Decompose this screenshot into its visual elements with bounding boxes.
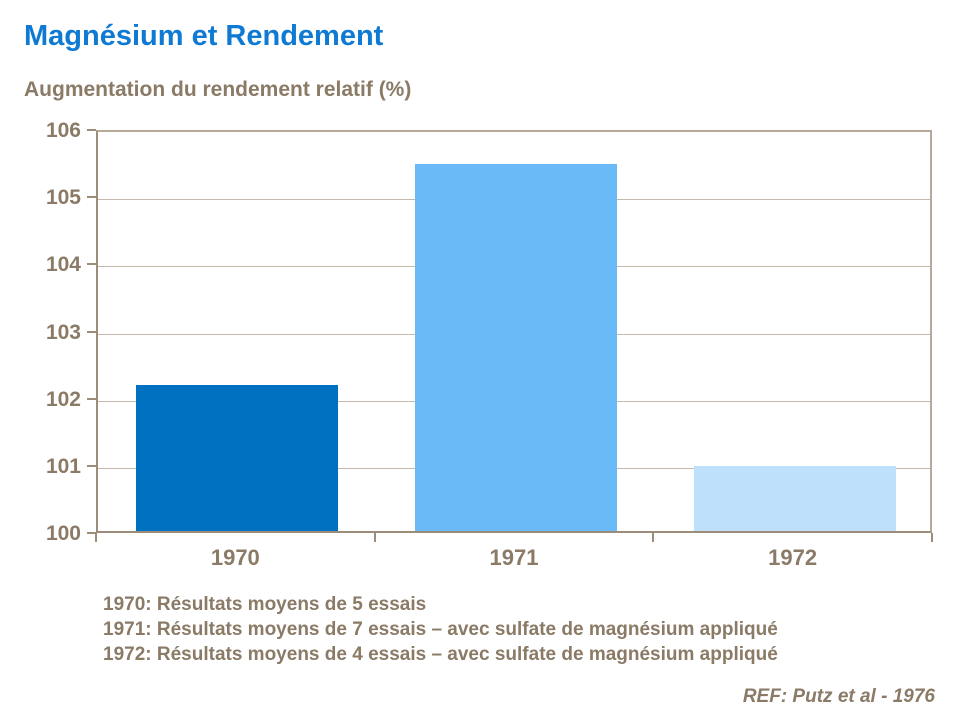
y-tick-label-101: 101	[45, 454, 81, 478]
y-tick-label-105: 105	[45, 186, 81, 210]
y-tick-mark-101	[87, 464, 96, 467]
y-tick-mark-104	[87, 263, 96, 266]
y-tick-label-102: 102	[45, 387, 81, 411]
y-tick-label-100: 100	[45, 522, 81, 545]
y-tick-mark-103	[87, 330, 96, 333]
x-tick-mark-2	[652, 533, 655, 542]
footnote-1970: 1970: Résultats moyens de 5 essais	[103, 594, 427, 615]
y-tick-mark-102	[87, 397, 96, 400]
y-tick-mark-106	[87, 129, 96, 131]
x-axis-label-1971: 1971	[489, 545, 539, 570]
footnote-1972: 1972: Résultats moyens de 4 essais – ave…	[103, 644, 778, 665]
bar-1971	[415, 163, 617, 531]
x-tick-mark-3	[931, 533, 933, 542]
y-tick-mark-100	[87, 532, 96, 534]
plot-area	[96, 130, 932, 533]
footnote-1971: 1971: Résultats moyens de 7 essais – ave…	[103, 619, 778, 640]
bar-1972	[693, 465, 896, 531]
x-axis-label-1972: 1972	[768, 545, 818, 570]
x-tick-mark-1	[373, 533, 376, 542]
x-tick-mark-0	[95, 533, 97, 542]
reference-text: REF: Putz et al - 1976	[742, 686, 935, 707]
y-tick-mark-105	[87, 196, 96, 199]
x-axis-label-1970: 1970	[210, 545, 260, 570]
chart-subtitle: Augmentation du rendement relatif (%)	[24, 78, 412, 101]
y-tick-label-104: 104	[45, 253, 81, 277]
footnotes: 1970: Résultats moyens de 5 essais 1971:…	[103, 592, 778, 667]
y-tick-label-106: 106	[45, 119, 81, 142]
bar-1970	[136, 385, 339, 531]
page-title: Magnésium et Rendement	[24, 20, 384, 52]
y-tick-label-103: 103	[45, 320, 81, 344]
